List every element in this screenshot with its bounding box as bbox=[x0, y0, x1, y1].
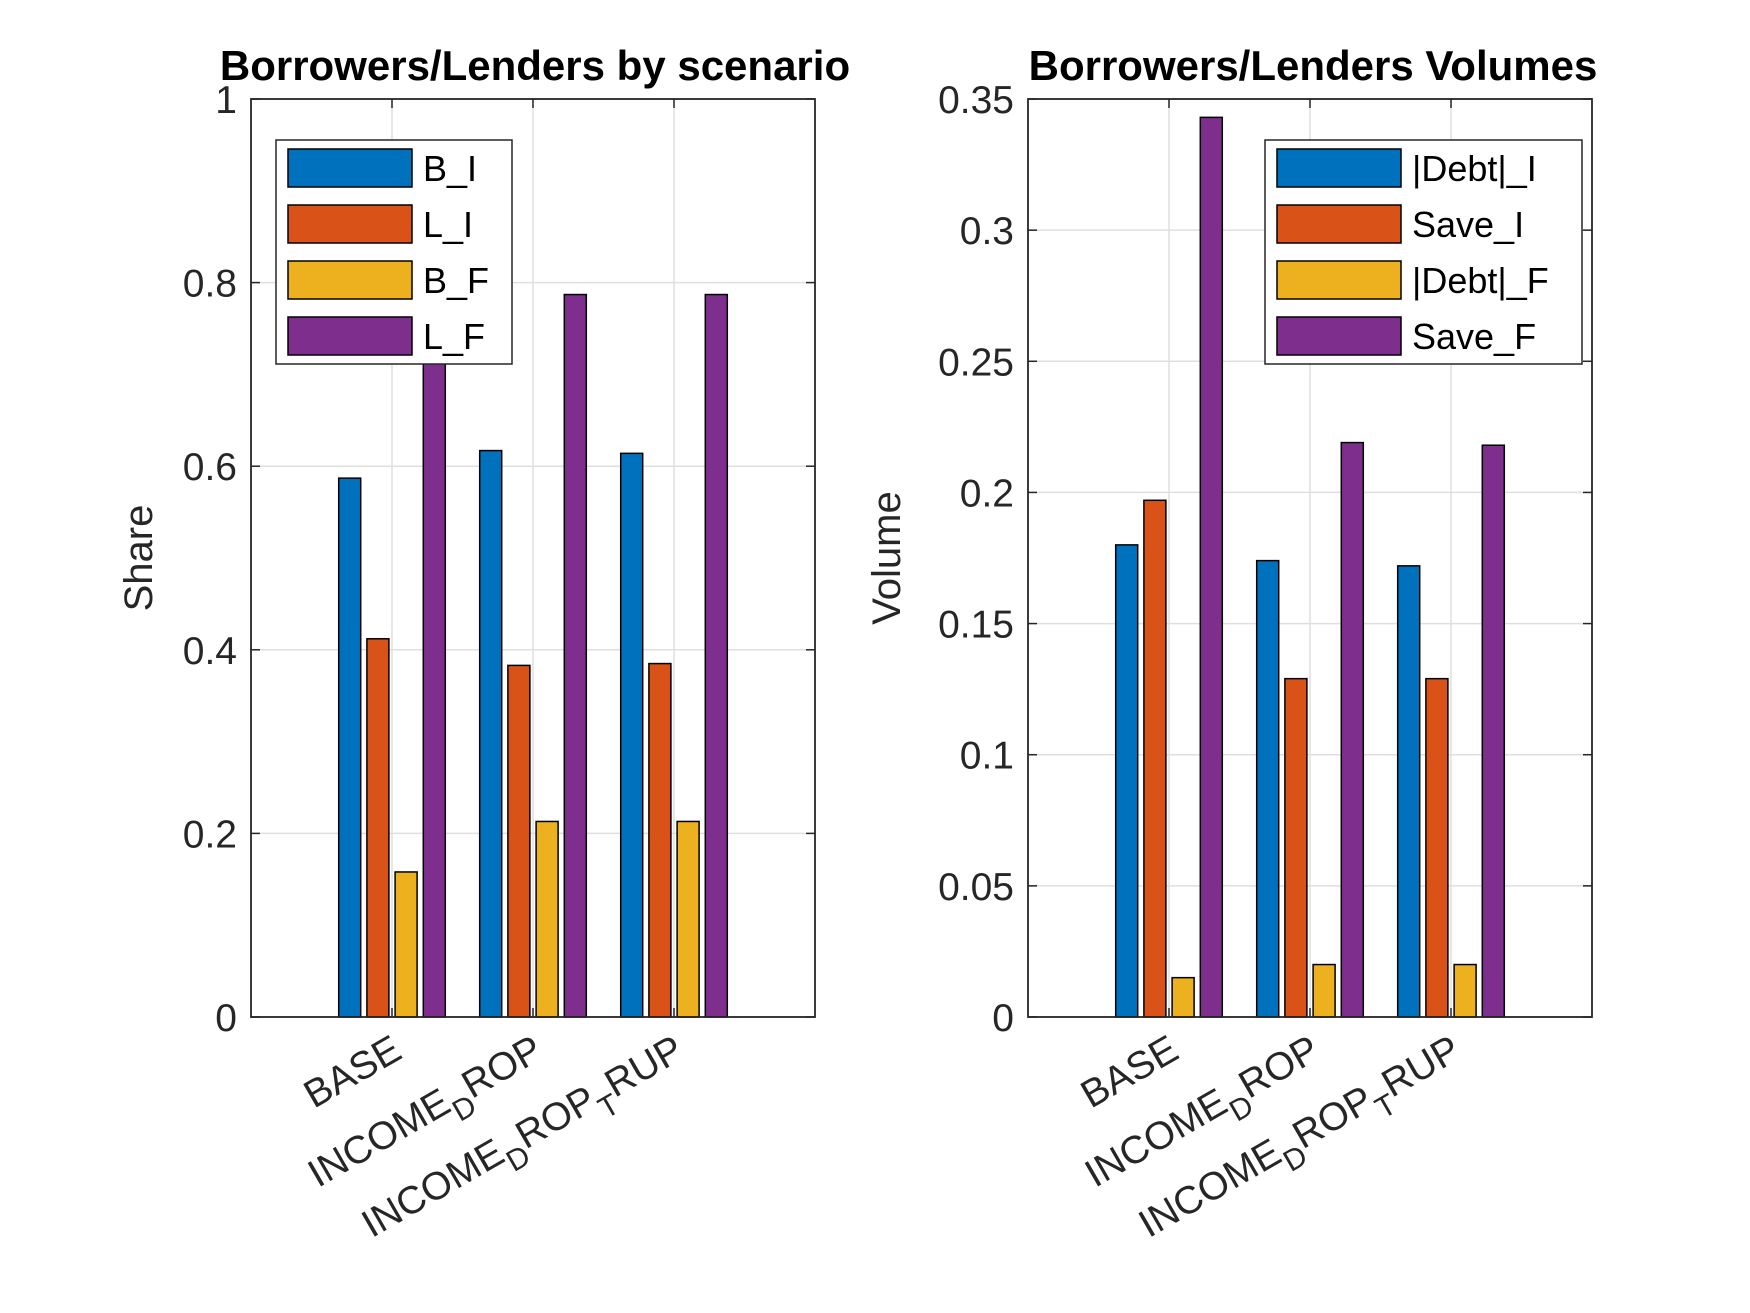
y-tick-label: 0.4 bbox=[183, 630, 237, 673]
legend-entry: Save_F bbox=[1412, 316, 1536, 357]
y-tick-label: 0.25 bbox=[938, 341, 1014, 384]
bar bbox=[1312, 963, 1336, 1018]
bar bbox=[619, 452, 644, 1018]
legend-entry: B_F bbox=[423, 260, 489, 301]
y-tick-label: 0.1 bbox=[960, 735, 1014, 778]
legend-swatch bbox=[287, 204, 413, 244]
legend-swatch bbox=[287, 148, 413, 188]
legend-swatch bbox=[1276, 316, 1402, 356]
bar bbox=[535, 820, 559, 1018]
y-tick-label: 0.8 bbox=[183, 263, 237, 306]
bar bbox=[366, 638, 390, 1018]
legend-swatch bbox=[1276, 260, 1402, 300]
legend-entry: Save_I bbox=[1412, 204, 1524, 245]
bar bbox=[676, 820, 700, 1018]
share-chart: 00.20.40.60.81BASEINCOMEDROPINCOMEDROPTR… bbox=[117, 42, 850, 1246]
y-tick-label: 0.6 bbox=[183, 446, 237, 489]
bar bbox=[1199, 116, 1224, 1018]
bar bbox=[1171, 976, 1195, 1018]
legend-entry: L_I bbox=[423, 204, 473, 245]
y-axis-label: Share bbox=[117, 505, 161, 612]
bar bbox=[563, 293, 588, 1018]
bar bbox=[1481, 444, 1506, 1018]
legend-swatch bbox=[287, 316, 413, 356]
legend-swatch bbox=[1276, 148, 1402, 188]
legend: B_I L_I B_F L_F bbox=[275, 139, 513, 365]
legend-entry: L_F bbox=[423, 316, 485, 357]
legend-entry: |Debt|_I bbox=[1412, 148, 1537, 189]
y-tick-label: 0 bbox=[215, 997, 237, 1040]
y-tick-label: 0.2 bbox=[183, 813, 237, 856]
bar bbox=[704, 293, 729, 1018]
y-tick-label: 0.05 bbox=[938, 866, 1014, 909]
bar bbox=[1425, 677, 1449, 1018]
y-tick-label: 0.2 bbox=[960, 472, 1014, 515]
bar bbox=[1114, 544, 1139, 1018]
y-tick-label: 0.3 bbox=[960, 210, 1014, 253]
chart-title: Borrowers/Lenders by scenario bbox=[220, 42, 850, 89]
bar bbox=[648, 662, 672, 1018]
legend-swatch bbox=[1276, 204, 1402, 244]
bar bbox=[478, 449, 503, 1018]
chart-title: Borrowers/Lenders Volumes bbox=[1029, 42, 1598, 89]
legend-entry: B_I bbox=[423, 148, 477, 189]
bar bbox=[422, 353, 447, 1018]
y-axis-label: Volume bbox=[865, 491, 909, 624]
y-tick-label: 1 bbox=[215, 79, 237, 122]
bar bbox=[1284, 677, 1308, 1018]
y-tick-label: 0 bbox=[992, 997, 1014, 1040]
bar bbox=[1340, 441, 1365, 1018]
y-tick-label: 0.35 bbox=[938, 79, 1014, 122]
bar bbox=[1453, 963, 1477, 1018]
bar bbox=[394, 871, 418, 1018]
y-tick-label: 0.15 bbox=[938, 604, 1014, 647]
bar bbox=[337, 477, 362, 1018]
bar bbox=[1396, 565, 1421, 1018]
bar bbox=[1143, 499, 1167, 1018]
bar bbox=[1255, 559, 1280, 1018]
legend: |Debt|_I Save_I |Debt|_F Save_F bbox=[1264, 139, 1583, 365]
legend-entry: |Debt|_F bbox=[1412, 260, 1549, 301]
bar bbox=[507, 664, 531, 1018]
legend-swatch bbox=[287, 260, 413, 300]
